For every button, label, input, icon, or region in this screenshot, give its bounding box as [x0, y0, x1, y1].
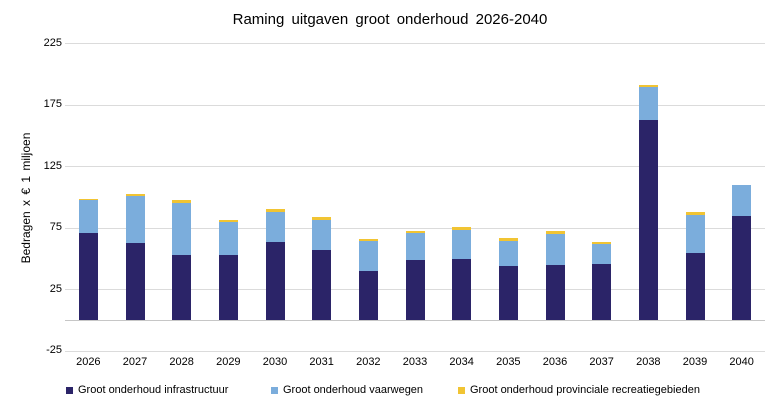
bar-segment-infrastructuur: [265, 241, 285, 321]
legend-swatch-icon: [458, 386, 465, 394]
bar-segment-infrastructuur: [545, 265, 565, 321]
legend-label: Groot onderhoud vaarwegen: [283, 384, 424, 396]
legend-swatch-icon: [66, 386, 73, 394]
gridline: [65, 227, 765, 229]
gridline: [65, 350, 765, 352]
x-tick-label: 2035: [496, 356, 521, 368]
legend-item-recreatiegebieden: Groot onderhoud provinciale recreatiegeb…: [458, 384, 700, 396]
bar-segment-recreatiegebieden: [545, 231, 565, 235]
bar-segment-recreatiegebieden: [638, 85, 658, 87]
x-tick-label: 2027: [122, 356, 148, 368]
bar-segment-infrastructuur: [312, 250, 332, 321]
x-tick-label: 2031: [309, 356, 334, 368]
bar-segment-recreatiegebieden: [498, 238, 518, 241]
legend-item-vaarwegen: Groot onderhoud vaarwegen: [271, 384, 423, 396]
bar-segment-recreatiegebieden: [172, 200, 192, 203]
bar-segment-recreatiegebieden: [452, 227, 472, 230]
bar-segment-recreatiegebieden: [685, 211, 705, 215]
bar-segment-infrastructuur: [78, 233, 98, 321]
x-tick-label: 2029: [216, 356, 241, 368]
y-tick-label: 125: [43, 159, 62, 172]
y-tick-label: 225: [43, 36, 62, 49]
y-axis-title: Bedragen x € 1 miljoen: [19, 132, 33, 264]
y-tick-label: 75: [49, 221, 62, 234]
bar-segment-vaarwegen: [218, 222, 238, 256]
gridline: [65, 104, 765, 106]
x-tick-label: 2032: [356, 356, 381, 368]
bar-segment-vaarwegen: [685, 214, 705, 253]
y-tick-label: 175: [43, 98, 62, 111]
bar-segment-vaarwegen: [498, 240, 518, 267]
bar-segment-vaarwegen: [172, 202, 192, 256]
bar-segment-vaarwegen: [125, 196, 145, 244]
chart-title: Raming uitgaven groot onderhoud 2026-204…: [232, 11, 548, 28]
bar-segment-vaarwegen: [265, 212, 285, 242]
x-tick-label: 2037: [589, 356, 614, 368]
bar-segment-vaarwegen: [358, 240, 378, 272]
bar-segment-infrastructuur: [172, 255, 192, 321]
bar-segment-infrastructuur: [732, 216, 752, 321]
bar-segment-infrastructuur: [685, 252, 705, 321]
bar-segment-vaarwegen: [638, 86, 658, 121]
x-tick-label: 2033: [402, 356, 428, 368]
x-tick-label: 2039: [682, 356, 708, 368]
legend-label: Groot onderhoud provinciale recreatiegeb…: [470, 384, 700, 396]
x-tick-label: 2028: [169, 356, 194, 368]
y-tick-label: -25: [46, 344, 62, 357]
bar-segment-vaarwegen: [78, 200, 98, 234]
legend-item-infrastructuur: Groot onderhoud infrastructuur: [66, 384, 228, 396]
bar-segment-recreatiegebieden: [125, 193, 145, 197]
bar-segment-vaarwegen: [405, 233, 425, 261]
bar-segment-infrastructuur: [452, 259, 472, 321]
x-tick-label: 2026: [76, 356, 101, 368]
bar-segment-vaarwegen: [592, 244, 612, 264]
x-tick-label: 2040: [729, 356, 754, 368]
bar-segment-infrastructuur: [405, 260, 425, 321]
legend-label: Groot onderhoud infrastructuur: [78, 384, 229, 396]
bar-segment-infrastructuur: [358, 271, 378, 321]
x-tick-label: 2030: [262, 356, 288, 368]
bar-segment-vaarwegen: [312, 219, 332, 251]
bar-segment-recreatiegebieden: [312, 217, 332, 220]
bar-segment-recreatiegebieden: [265, 209, 285, 213]
x-tick-label: 2034: [449, 356, 474, 368]
bar-segment-recreatiegebieden: [78, 198, 98, 201]
bar-segment-infrastructuur: [592, 263, 612, 321]
bar-segment-infrastructuur: [638, 120, 658, 321]
bar-segment-recreatiegebieden: [218, 220, 238, 223]
bar-segment-vaarwegen: [545, 234, 565, 266]
bar-segment-recreatiegebieden: [405, 230, 425, 234]
x-tick-label: 2038: [636, 356, 661, 368]
x-axis-line: [65, 320, 765, 321]
bar-segment-infrastructuur: [498, 266, 518, 321]
y-tick-label: 25: [49, 282, 62, 295]
bar-segment-recreatiegebieden: [358, 238, 378, 241]
gridline: [65, 43, 765, 45]
bar-segment-recreatiegebieden: [592, 241, 612, 245]
legend-swatch-icon: [271, 386, 278, 394]
bar-segment-infrastructuur: [125, 243, 145, 321]
bar-segment-vaarwegen: [452, 229, 472, 260]
gridline: [65, 166, 765, 168]
bar-segment-infrastructuur: [218, 255, 238, 321]
x-tick-label: 2036: [542, 356, 568, 368]
plot-area: [65, 0, 765, 410]
bar-segment-vaarwegen: [732, 185, 752, 217]
